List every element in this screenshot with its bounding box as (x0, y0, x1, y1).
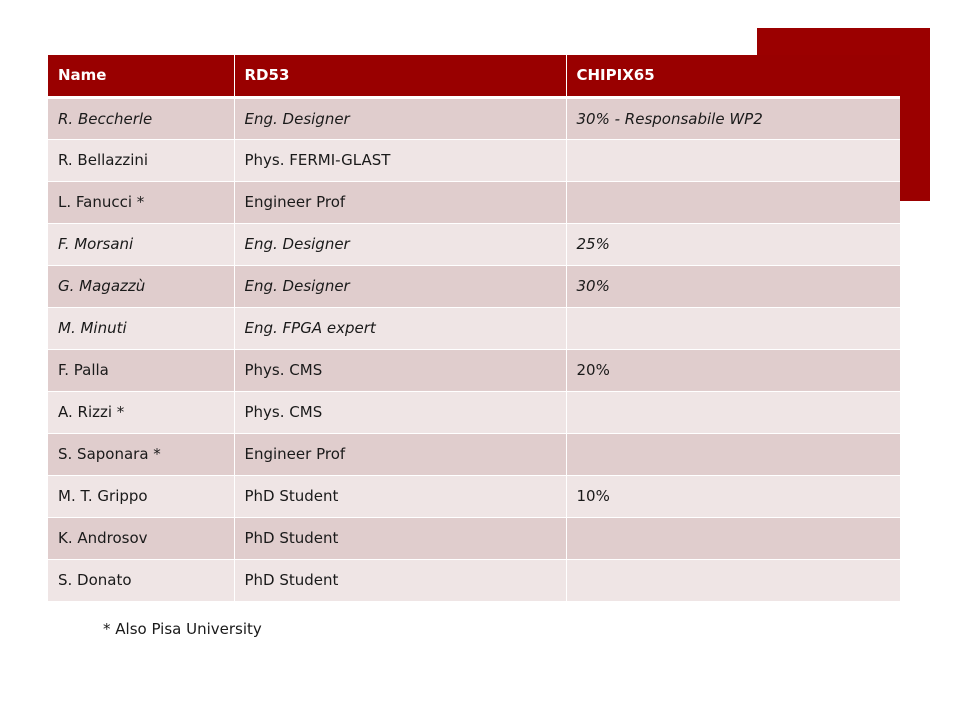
name-cell: M. T. Grippo (48, 475, 235, 518)
header-name: Name (48, 55, 235, 99)
rd53-cell: Eng. FPGA expert (234, 307, 567, 350)
rd53-cell: PhD Student (234, 517, 567, 560)
rd53-cell: PhD Student (234, 475, 567, 518)
chipix65-cell: 30% - Responsabile WP2 (566, 97, 900, 140)
name-cell: A. Rizzi * (48, 391, 235, 434)
chipix65-cell: 10% (566, 475, 900, 518)
rd53-cell: PhD Student (234, 559, 567, 602)
rd53-cell: Engineer Prof (234, 433, 567, 476)
name-cell: F. Morsani (48, 223, 235, 266)
chipix65-cell (566, 391, 900, 434)
table-row: F. Morsani Eng. Designer 25% (48, 223, 900, 266)
name-cell: M. Minuti (48, 307, 235, 350)
table-row: M. T. Grippo PhD Student 10% (48, 475, 900, 518)
table-row: F. Palla Phys. CMS 20% (48, 349, 900, 392)
table-row: A. Rizzi * Phys. CMS (48, 391, 900, 434)
table-row: G. Magazzù Eng. Designer 30% (48, 265, 900, 308)
table-row: S. Saponara * Engineer Prof (48, 433, 900, 476)
rd53-cell: Phys. CMS (234, 391, 567, 434)
chipix65-cell: 25% (566, 223, 900, 266)
chipix65-cell (566, 559, 900, 602)
name-cell: S. Donato (48, 559, 235, 602)
staff-table: Name RD53 CHIPIX65 R. Beccherle Eng. Desi… (48, 55, 900, 602)
name-cell: L. Fanucci * (48, 181, 235, 224)
name-cell: K. Androsov (48, 517, 235, 560)
header-chipix65: CHIPIX65 (566, 55, 900, 99)
rd53-cell: Eng. Designer (234, 223, 567, 266)
name-cell: R. Beccherle (48, 97, 235, 140)
header-rd53: RD53 (234, 55, 567, 99)
chipix65-cell (566, 139, 900, 182)
table-row: L. Fanucci * Engineer Prof (48, 181, 900, 224)
table-row: R. Beccherle Eng. Designer 30% - Responsab… (48, 97, 900, 140)
rd53-cell: Engineer Prof (234, 181, 567, 224)
chipix65-cell (566, 433, 900, 476)
chipix65-cell (566, 517, 900, 560)
chipix65-cell (566, 181, 900, 224)
name-cell: S. Saponara * (48, 433, 235, 476)
rd53-cell: Eng. Designer (234, 265, 567, 308)
rd53-cell: Phys. CMS (234, 349, 567, 392)
table-row: M. Minuti Eng. FPGA expert (48, 307, 900, 350)
chipix65-cell (566, 307, 900, 350)
table-header-row: Name RD53 CHIPIX65 (48, 55, 900, 99)
rd53-cell: Eng. Designer (234, 97, 567, 140)
table-row: S. Donato PhD Student (48, 559, 900, 602)
table-body: R. Beccherle Eng. Designer 30% - Responsab… (48, 97, 900, 602)
name-cell: G. Magazzù (48, 265, 235, 308)
name-cell: F. Palla (48, 349, 235, 392)
chipix65-cell: 30% (566, 265, 900, 308)
table-row: R. Bellazzini Phys. FERMI-GLAST (48, 139, 900, 182)
table-row: K. Androsov PhD Student (48, 517, 900, 560)
rd53-cell: Phys. FERMI-GLAST (234, 139, 567, 182)
footnote: * Also Pisa University (103, 620, 262, 638)
chipix65-cell: 20% (566, 349, 900, 392)
name-cell: R. Bellazzini (48, 139, 235, 182)
